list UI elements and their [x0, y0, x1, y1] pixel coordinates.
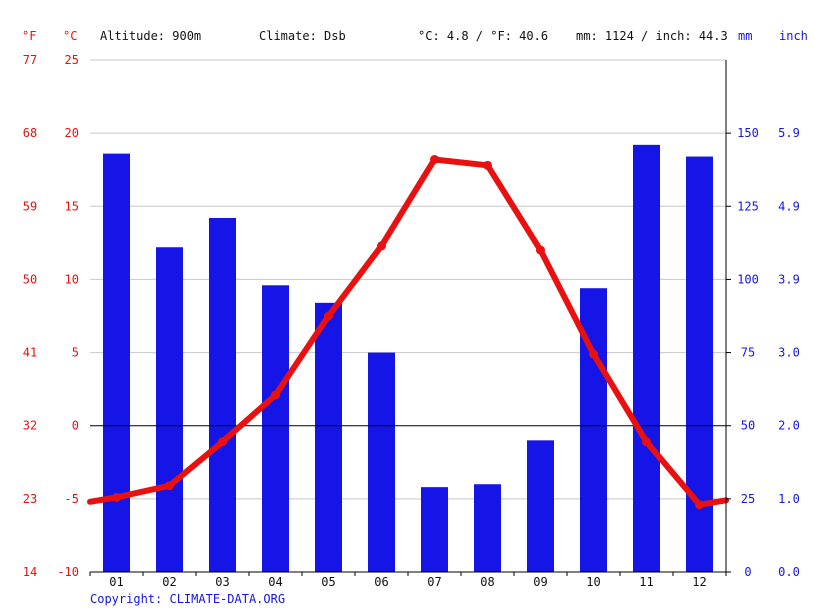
fahrenheit-tick-label: 59 — [23, 199, 37, 213]
temperature-point — [271, 390, 280, 400]
month-tick-label: 11 — [639, 575, 653, 589]
month-tick-label: 04 — [268, 575, 282, 589]
celsius-tick-label: -10 — [57, 565, 79, 579]
inch-tick-label: 2.0 — [778, 419, 800, 433]
month-tick-label: 08 — [480, 575, 494, 589]
temperature-point — [377, 241, 386, 251]
month-tick-label: 07 — [427, 575, 441, 589]
celsius-tick-label: 15 — [65, 199, 79, 213]
inch-tick-label: 3.9 — [778, 272, 800, 286]
month-tick-label: 02 — [162, 575, 176, 589]
precipitation-bar — [527, 440, 554, 572]
celsius-tick-label: -5 — [65, 492, 79, 506]
fahrenheit-tick-label: 77 — [23, 53, 37, 67]
climate-label: Climate: Dsb — [259, 29, 346, 43]
month-tick-label: 09 — [533, 575, 547, 589]
precipitation-bar — [633, 144, 660, 573]
mm-tick-label: 25 — [741, 492, 755, 506]
month-tick-label: 03 — [215, 575, 229, 589]
precipitation-bar — [686, 156, 713, 572]
temperature-point — [324, 311, 333, 321]
temperature-point — [218, 437, 227, 447]
mm-tick-label: 50 — [741, 419, 755, 433]
fahrenheit-tick-label: 32 — [23, 419, 37, 433]
precipitation-bars — [103, 144, 713, 573]
month-tick-label: 12 — [692, 575, 706, 589]
inch-tick-label: 0.0 — [778, 565, 800, 579]
fahrenheit-tick-label: 23 — [23, 492, 37, 506]
mm-tick-label: 150 — [737, 126, 759, 140]
precipitation-bar — [474, 484, 501, 572]
celsius-tick-label: 10 — [65, 272, 79, 286]
month-tick-label: 06 — [374, 575, 388, 589]
month-tick-label: 10 — [586, 575, 600, 589]
celsius-tick-label: 5 — [72, 346, 79, 360]
temperature-point — [165, 481, 174, 491]
inch-tick-label: 3.0 — [778, 346, 800, 360]
temperature-point — [483, 160, 492, 170]
precipitation-bar — [315, 302, 342, 572]
inch-tick-label: 5.9 — [778, 126, 800, 140]
temperature-line — [87, 154, 729, 510]
celsius-tick-label: 20 — [65, 126, 79, 140]
inch-tick-label: 4.9 — [778, 199, 800, 213]
inch-tick-label: 1.0 — [778, 492, 800, 506]
month-tick-label: 05 — [321, 575, 335, 589]
mm-tick-label: 125 — [737, 199, 759, 213]
mm-tick-label: 100 — [737, 272, 759, 286]
temperature-point — [642, 437, 651, 447]
month-tick-label: 01 — [109, 575, 123, 589]
celsius-tick-label: 0 — [72, 419, 79, 433]
copyright-label: Copyright: CLIMATE-DATA.ORG — [90, 592, 285, 606]
celsius-tick-label: 25 — [65, 53, 79, 67]
mm-tick-label: 0 — [744, 565, 751, 579]
precipitation-bar — [421, 487, 448, 572]
precipitation-bar — [103, 153, 130, 572]
temperature-point — [695, 500, 704, 510]
temperature-point — [112, 492, 121, 502]
temperature-point — [589, 349, 598, 359]
fahrenheit-unit-label: °F — [22, 29, 36, 43]
temperature-line-path — [87, 156, 729, 508]
inch-unit-label: inch — [779, 29, 808, 43]
altitude-label: Altitude: 900m — [100, 29, 201, 43]
precipitation-bar — [262, 285, 289, 572]
celsius-unit-label: °C — [63, 29, 77, 43]
fahrenheit-tick-label: 50 — [23, 272, 37, 286]
temperature-point — [536, 245, 545, 255]
fahrenheit-tick-label: 14 — [23, 565, 37, 579]
fahrenheit-tick-label: 68 — [23, 126, 37, 140]
precipitation-bar — [156, 247, 183, 572]
grid-layer — [90, 59, 726, 500]
precipitation-bar — [368, 352, 395, 572]
temperature-point — [430, 154, 439, 164]
precipitation-total-label: mm: 1124 / inch: 44.3 — [576, 29, 728, 43]
fahrenheit-tick-label: 41 — [23, 346, 37, 360]
mm-tick-label: 75 — [741, 346, 755, 360]
temperature-average-label: °C: 4.8 / °F: 40.6 — [418, 29, 548, 43]
mm-unit-label: mm — [738, 29, 752, 43]
axis-layer — [89, 60, 731, 576]
precipitation-bar — [209, 217, 236, 572]
